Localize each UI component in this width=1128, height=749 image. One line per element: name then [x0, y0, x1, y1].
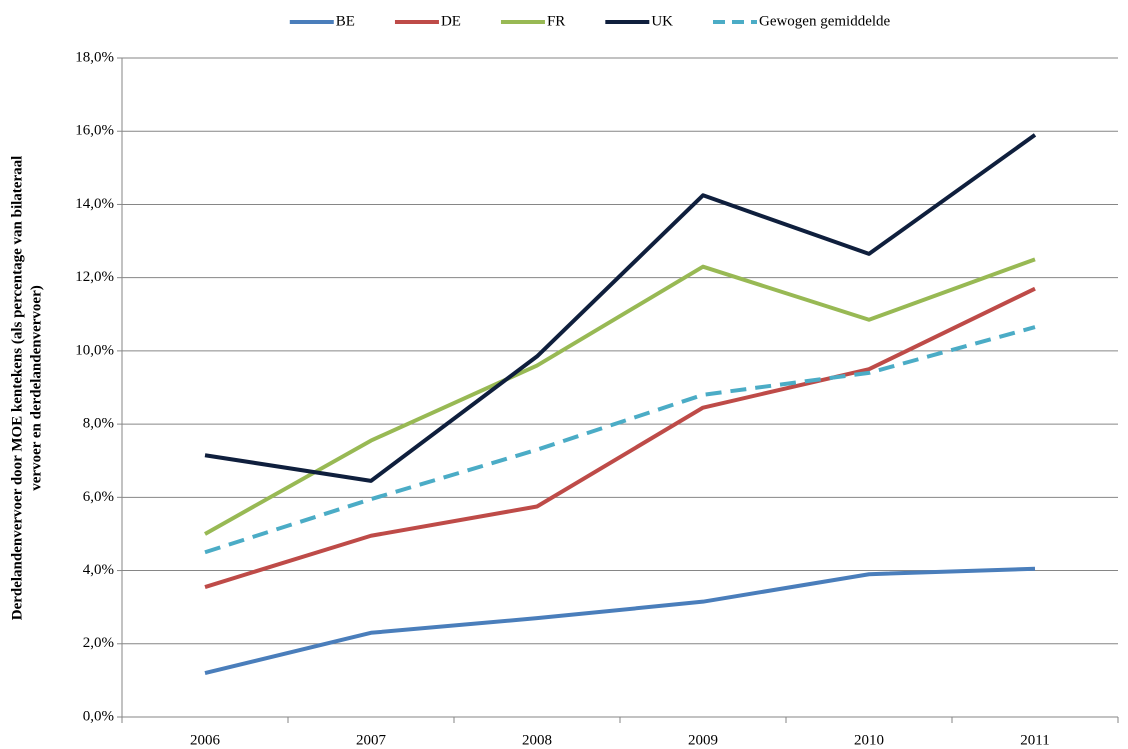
y-tick-label: 8,0%: [83, 416, 114, 432]
y-tick-label: 18,0%: [75, 49, 114, 65]
legend-label: DE: [441, 13, 461, 29]
x-tick-label: 2007: [356, 732, 387, 748]
y-tick-label: 14,0%: [75, 196, 114, 212]
legend-label: Gewogen gemiddelde: [759, 13, 891, 29]
legend-label: UK: [651, 13, 673, 29]
x-tick-label: 2006: [190, 732, 221, 748]
series-line: [204, 566, 1036, 676]
y-tick-label: 16,0%: [75, 123, 114, 139]
y-tick-label: 2,0%: [83, 635, 114, 651]
series-line: [204, 286, 1036, 589]
x-tick-label: 2009: [688, 732, 718, 748]
series-line: [204, 133, 1037, 483]
x-tick-label: 2011: [1020, 732, 1049, 748]
y-tick-label: 10,0%: [75, 342, 114, 358]
y-tick-label: 4,0%: [83, 562, 114, 578]
y-tick-label: 12,0%: [75, 269, 114, 285]
series-line: [204, 257, 1036, 536]
y-axis-label: Derdelandenvervoer door MOE kentekens (a…: [9, 156, 25, 621]
y-axis-label: vervoer en derdelandenvervoer): [28, 285, 44, 491]
legend-label: BE: [336, 13, 355, 29]
series-line: [204, 325, 1036, 555]
y-tick-label: 0,0%: [83, 708, 114, 724]
y-tick-label: 6,0%: [83, 489, 114, 505]
x-tick-label: 2010: [854, 732, 884, 748]
x-tick-label: 2008: [522, 732, 552, 748]
legend-label: FR: [547, 13, 565, 29]
